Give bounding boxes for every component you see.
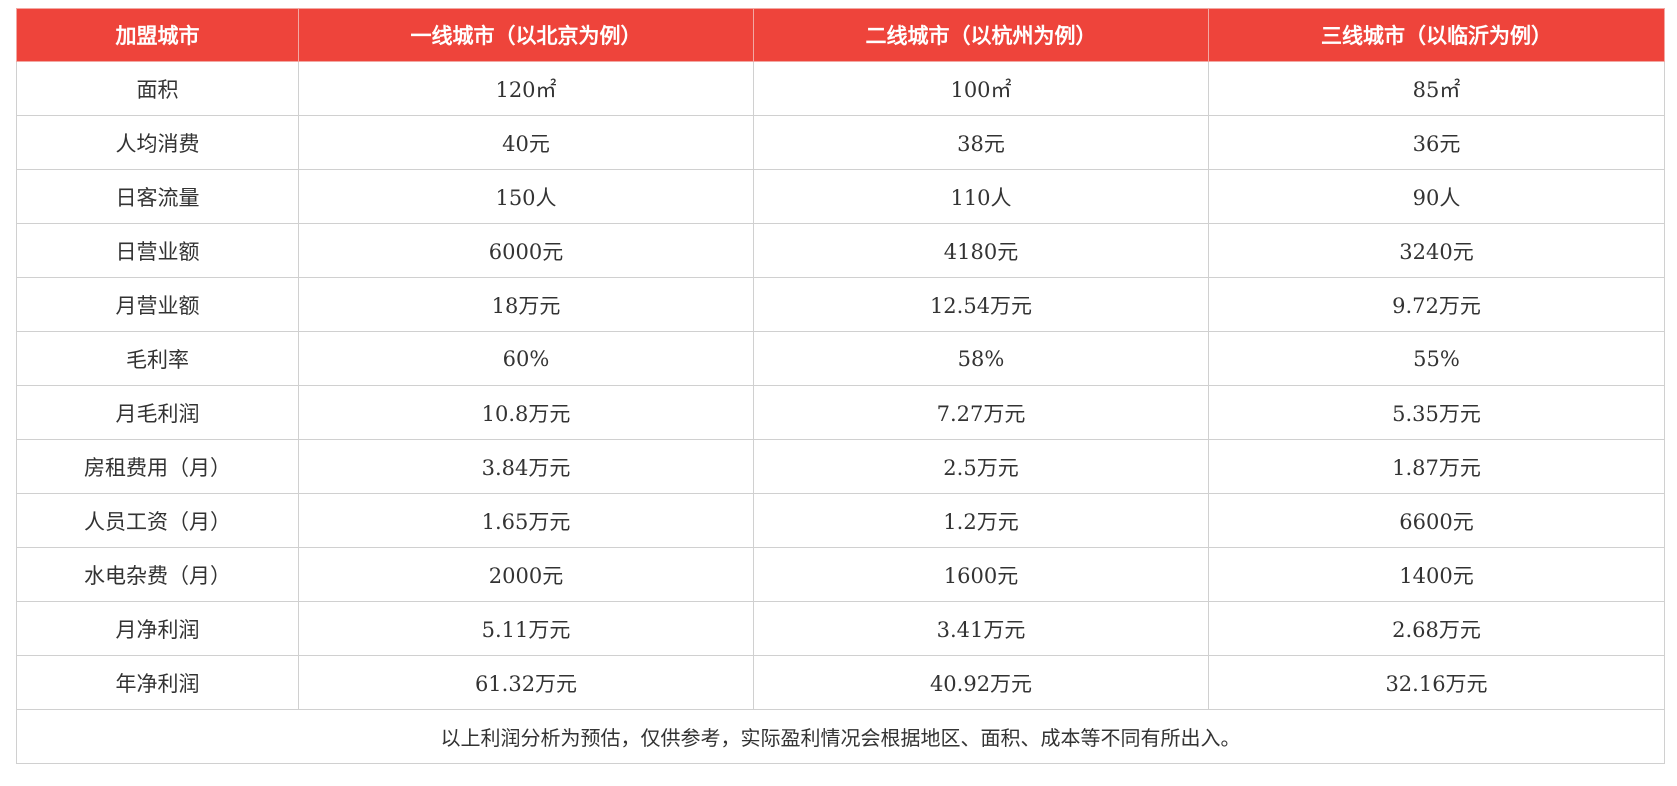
table-cell: 40元 <box>298 115 754 170</box>
table-row: 水电杂费（月） 2000元 1600元 1400元 <box>16 547 1665 602</box>
table-row: 月净利润 5.11万元 3.41万元 2.68万元 <box>16 601 1665 656</box>
row-label: 日客流量 <box>16 169 299 224</box>
table-row: 年净利润 61.32万元 40.92万元 32.16万元 <box>16 655 1665 710</box>
table-cell: 5.35万元 <box>1208 385 1665 440</box>
table-cell: 55% <box>1208 331 1665 386</box>
table-row: 人均消费 40元 38元 36元 <box>16 115 1665 170</box>
row-label: 年净利润 <box>16 655 299 710</box>
table-row: 月营业额 18万元 12.54万元 9.72万元 <box>16 277 1665 332</box>
table-cell: 4180元 <box>753 223 1209 278</box>
table-cell: 32.16万元 <box>1208 655 1665 710</box>
table-cell: 58% <box>753 331 1209 386</box>
table-cell: 18万元 <box>298 277 754 332</box>
table-cell: 2.68万元 <box>1208 601 1665 656</box>
note-row: 以上利润分析为预估，仅供参考，实际盈利情况会根据地区、面积、成本等不同有所出入。 <box>16 709 1665 764</box>
table-cell: 3.41万元 <box>753 601 1209 656</box>
row-label: 月营业额 <box>16 277 299 332</box>
table-row: 房租费用（月） 3.84万元 2.5万元 1.87万元 <box>16 439 1665 494</box>
table-cell: 2.5万元 <box>753 439 1209 494</box>
row-label: 面积 <box>16 61 299 116</box>
table-cell: 120㎡ <box>298 61 754 116</box>
header-city-type: 加盟城市 <box>16 8 299 62</box>
row-label: 房租费用（月） <box>16 439 299 494</box>
table-cell: 1.65万元 <box>298 493 754 548</box>
table-cell: 36元 <box>1208 115 1665 170</box>
table-cell: 9.72万元 <box>1208 277 1665 332</box>
table-row: 月毛利润 10.8万元 7.27万元 5.35万元 <box>16 385 1665 440</box>
profit-analysis-table-container: 加盟城市 一线城市（以北京为例） 二线城市（以杭州为例） 三线城市（以临沂为例）… <box>16 8 1665 764</box>
row-label: 人员工资（月） <box>16 493 299 548</box>
table-body: 面积 120㎡ 100㎡ 85㎡ 人均消费 40元 38元 36元 日客流量 1… <box>16 61 1665 764</box>
table-cell: 5.11万元 <box>298 601 754 656</box>
header-tier3-city: 三线城市（以临沂为例） <box>1208 8 1665 62</box>
table-cell: 6600元 <box>1208 493 1665 548</box>
table-cell: 38元 <box>753 115 1209 170</box>
table-cell: 100㎡ <box>753 61 1209 116</box>
row-label: 月净利润 <box>16 601 299 656</box>
table-cell: 110人 <box>753 169 1209 224</box>
table-cell: 61.32万元 <box>298 655 754 710</box>
table-cell: 40.92万元 <box>753 655 1209 710</box>
row-label: 月毛利润 <box>16 385 299 440</box>
table-cell: 3.84万元 <box>298 439 754 494</box>
table-cell: 1.2万元 <box>753 493 1209 548</box>
table-cell: 150人 <box>298 169 754 224</box>
table-cell: 1.87万元 <box>1208 439 1665 494</box>
table-footnote: 以上利润分析为预估，仅供参考，实际盈利情况会根据地区、面积、成本等不同有所出入。 <box>16 709 1665 764</box>
table-cell: 60% <box>298 331 754 386</box>
table-cell: 1600元 <box>753 547 1209 602</box>
row-label: 人均消费 <box>16 115 299 170</box>
table-row: 日营业额 6000元 4180元 3240元 <box>16 223 1665 278</box>
row-label: 日营业额 <box>16 223 299 278</box>
row-label: 毛利率 <box>16 331 299 386</box>
profit-analysis-table: 加盟城市 一线城市（以北京为例） 二线城市（以杭州为例） 三线城市（以临沂为例）… <box>16 8 1665 764</box>
table-cell: 3240元 <box>1208 223 1665 278</box>
table-cell: 85㎡ <box>1208 61 1665 116</box>
table-cell: 1400元 <box>1208 547 1665 602</box>
table-row: 面积 120㎡ 100㎡ 85㎡ <box>16 61 1665 116</box>
row-label: 水电杂费（月） <box>16 547 299 602</box>
table-row: 日客流量 150人 110人 90人 <box>16 169 1665 224</box>
table-cell: 7.27万元 <box>753 385 1209 440</box>
table-row: 人员工资（月） 1.65万元 1.2万元 6600元 <box>16 493 1665 548</box>
header-tier2-city: 二线城市（以杭州为例） <box>753 8 1209 62</box>
header-row: 加盟城市 一线城市（以北京为例） 二线城市（以杭州为例） 三线城市（以临沂为例） <box>16 8 1665 62</box>
table-header: 加盟城市 一线城市（以北京为例） 二线城市（以杭州为例） 三线城市（以临沂为例） <box>16 8 1665 62</box>
table-cell: 10.8万元 <box>298 385 754 440</box>
table-cell: 90人 <box>1208 169 1665 224</box>
table-row: 毛利率 60% 58% 55% <box>16 331 1665 386</box>
table-cell: 12.54万元 <box>753 277 1209 332</box>
table-cell: 2000元 <box>298 547 754 602</box>
table-cell: 6000元 <box>298 223 754 278</box>
header-tier1-city: 一线城市（以北京为例） <box>298 8 754 62</box>
